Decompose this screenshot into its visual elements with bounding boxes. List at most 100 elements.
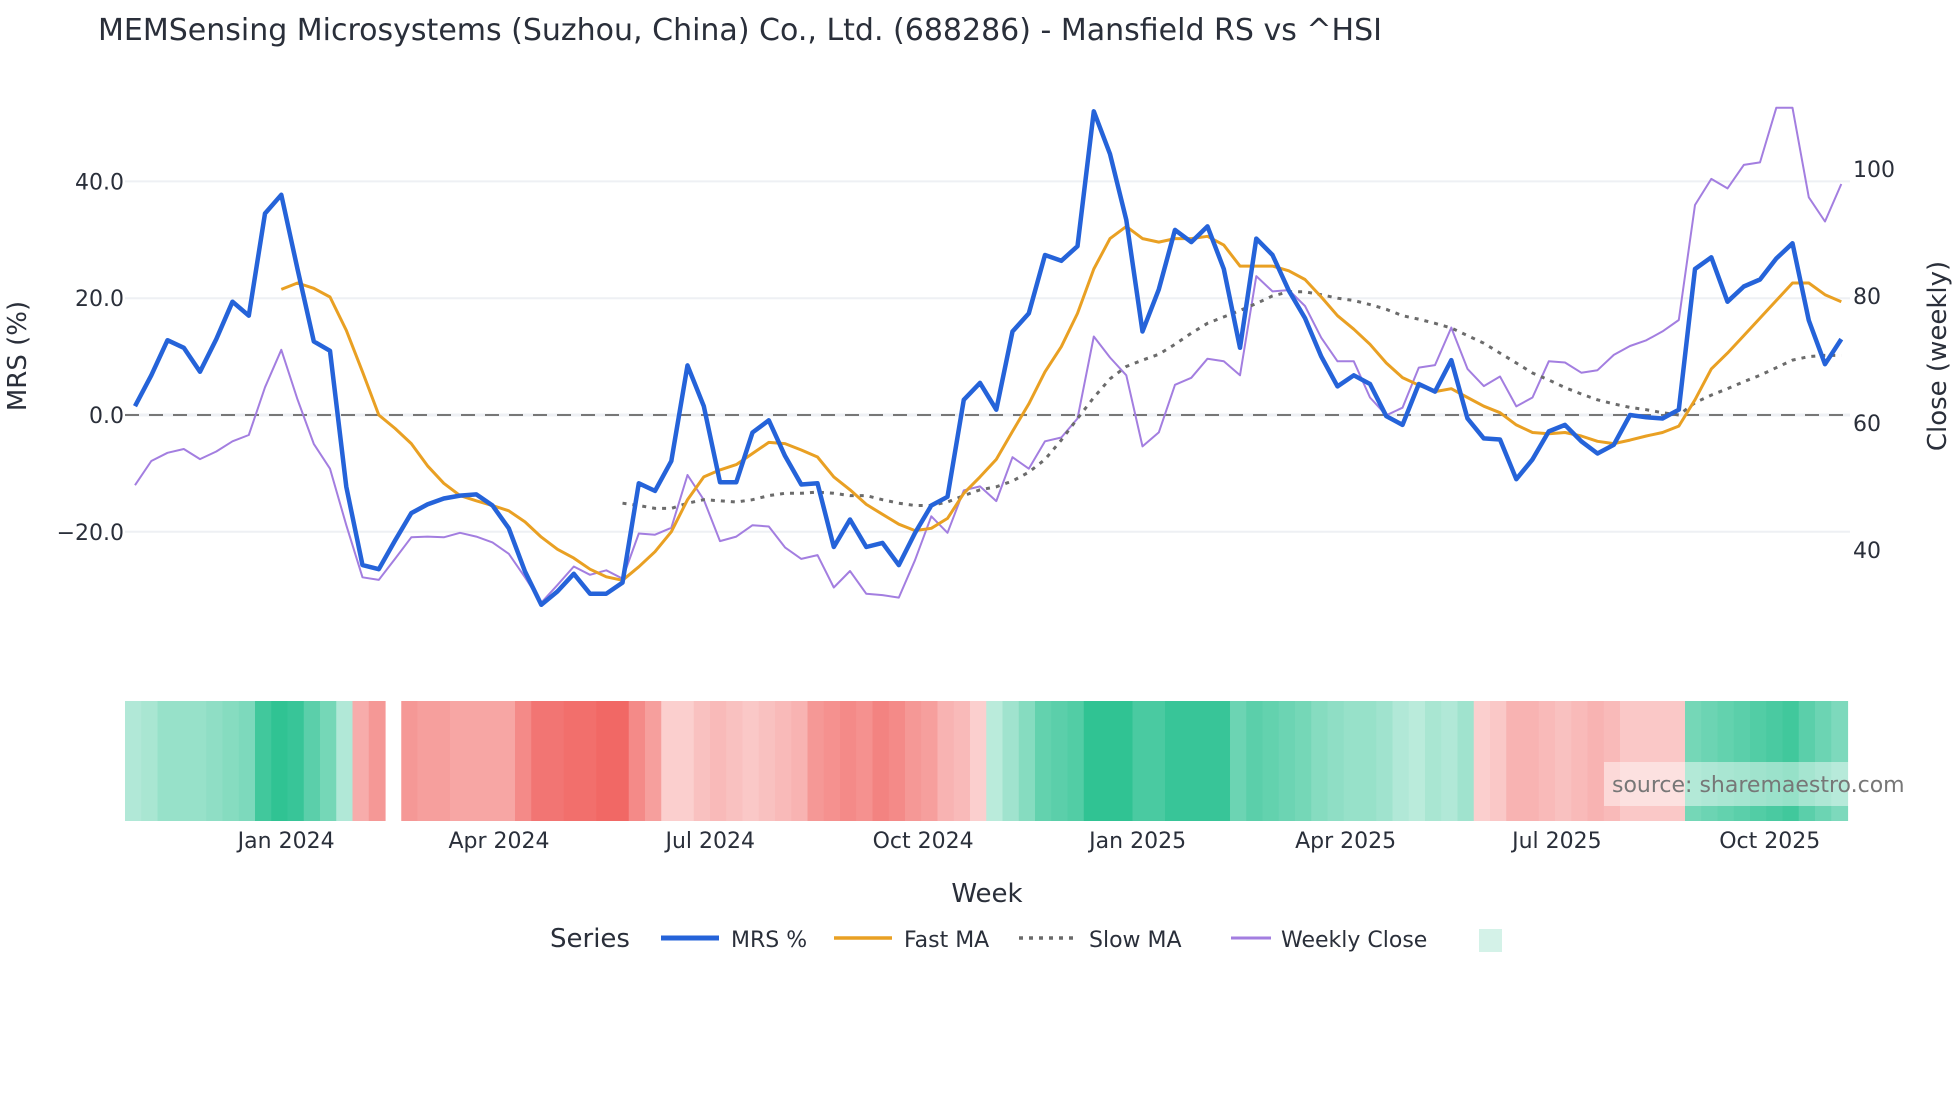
heatmap-cell [1538, 701, 1556, 821]
heatmap-cell [856, 701, 874, 821]
legend-item-label[interactable]: Fast MA [904, 928, 989, 953]
heatmap-cell [1782, 701, 1800, 821]
series-line-slow-ma [622, 290, 1842, 510]
x-tick-label: Jan 2024 [236, 829, 335, 854]
heatmap-cell [417, 701, 435, 821]
legend-item-label[interactable]: Slow MA [1089, 928, 1182, 953]
heatmap-cell [1197, 701, 1215, 821]
heatmap-cell [190, 701, 207, 821]
legend-item-label[interactable]: MRS % [731, 928, 807, 953]
y2-tick-label: 40 [1853, 539, 1881, 564]
heatmap-cell [1798, 701, 1816, 821]
heatmap-cell [726, 701, 744, 821]
heatmap-cell [677, 701, 695, 821]
legend: Series MRS % Fast MA Slow MA Weekly Close [550, 924, 1502, 954]
heatmap-cell [1148, 701, 1166, 821]
heatmap-cell [368, 701, 386, 821]
heatmap-cell [1490, 701, 1507, 821]
heatmap-cell [1668, 701, 1686, 821]
heatmap-cell [1603, 701, 1621, 821]
x-tick-label: Oct 2025 [1719, 829, 1820, 854]
x-tick-label: Apr 2025 [1295, 829, 1396, 854]
heatmap-cell [905, 701, 922, 821]
y2-tick-label: 80 [1853, 285, 1881, 310]
heatmap-cell [1213, 701, 1231, 821]
heatmap-cell [758, 701, 776, 821]
y-axis-right: 100 80 60 40 [1853, 158, 1895, 564]
heatmap-cell [628, 701, 646, 821]
legend-item-label[interactable]: Weekly Close [1281, 928, 1427, 953]
heatmap-cell [1343, 701, 1361, 821]
heatmap-cell [1051, 701, 1069, 821]
heatmap-cell [661, 701, 679, 821]
heatmap-cell [986, 701, 1004, 821]
heatmap-cell [1620, 701, 1637, 821]
x-axis-title: Week [951, 879, 1022, 909]
heatmap-cell [1766, 701, 1784, 821]
heatmap-cell [807, 701, 825, 821]
heatmap-cell [531, 701, 549, 821]
heatmap-cell [1132, 701, 1150, 821]
y-axis-title: MRS (%) [3, 301, 33, 411]
y2-tick-label: 60 [1853, 412, 1881, 437]
heatmap-cell [937, 701, 955, 821]
heatmap-cell [596, 701, 614, 821]
heatmap-cell [1457, 701, 1475, 821]
x-tick-label: Jul 2025 [1510, 829, 1602, 854]
heatmap-cell [1506, 701, 1524, 821]
heatmap-strip [125, 701, 1849, 821]
heatmap-cell [255, 701, 272, 821]
y-tick-label: 40.0 [75, 170, 124, 195]
heatmap-cell [141, 701, 159, 821]
heatmap-cell [580, 701, 597, 821]
heatmap-cell [1278, 701, 1296, 821]
heatmap-cell [710, 701, 727, 821]
watermark-text: source: sharemaestro.com [1612, 773, 1905, 798]
heatmap-cell [872, 701, 890, 821]
heatmap-cell [352, 701, 370, 821]
heatmap-cell [1441, 701, 1459, 821]
heatmap-cell [1246, 701, 1264, 821]
heatmap-cell [563, 701, 581, 821]
heatmap-cell [222, 701, 240, 821]
heatmap-cell [1360, 701, 1377, 821]
heatmap-cell [1831, 701, 1849, 821]
heatmap-cell [1473, 701, 1491, 821]
heatmap-cell [1295, 701, 1312, 821]
series-lines [133, 106, 1844, 608]
gridlines [125, 180, 1850, 533]
series-line-fast-ma [280, 224, 1842, 582]
heatmap-cell [1555, 701, 1572, 821]
heatmap-cell [1018, 701, 1036, 821]
heatmap-cell [287, 701, 305, 821]
heatmap-cell [1408, 701, 1426, 821]
legend-heatmap-swatch[interactable] [1479, 929, 1502, 952]
heatmap-cell [1717, 701, 1735, 821]
y-tick-label: 0.0 [89, 404, 124, 429]
y-axis-left: 40.0 20.0 0.0 −20.0 [57, 170, 124, 545]
x-tick-label: Jul 2024 [663, 829, 755, 854]
heatmap-cell [953, 701, 971, 821]
watermark-box [1604, 762, 1931, 806]
x-tick-label: Apr 2024 [448, 829, 549, 854]
heatmap-cell [1701, 701, 1719, 821]
heatmap-cell [742, 701, 760, 821]
heatmap-cell [401, 701, 419, 821]
heatmap-cell [336, 701, 354, 821]
heatmap-cell [1815, 701, 1832, 821]
heatmap-cell [1733, 701, 1751, 821]
heatmap-cell [1311, 701, 1329, 821]
heatmap-cell [1116, 701, 1134, 821]
heatmap-cell [320, 701, 337, 821]
heatmap-cell [466, 701, 484, 821]
heatmap-cell [1002, 701, 1020, 821]
heatmap-cell [238, 701, 256, 821]
heatmap-cell [433, 701, 451, 821]
series-line-mrs [133, 109, 1844, 608]
heatmap-cell [1685, 701, 1702, 821]
heatmap-cell [547, 701, 565, 821]
heatmap-cell [775, 701, 792, 821]
series-line-weekly-close [134, 106, 1843, 604]
heatmap-cell [1083, 701, 1101, 821]
heatmap-cell [1652, 701, 1670, 821]
